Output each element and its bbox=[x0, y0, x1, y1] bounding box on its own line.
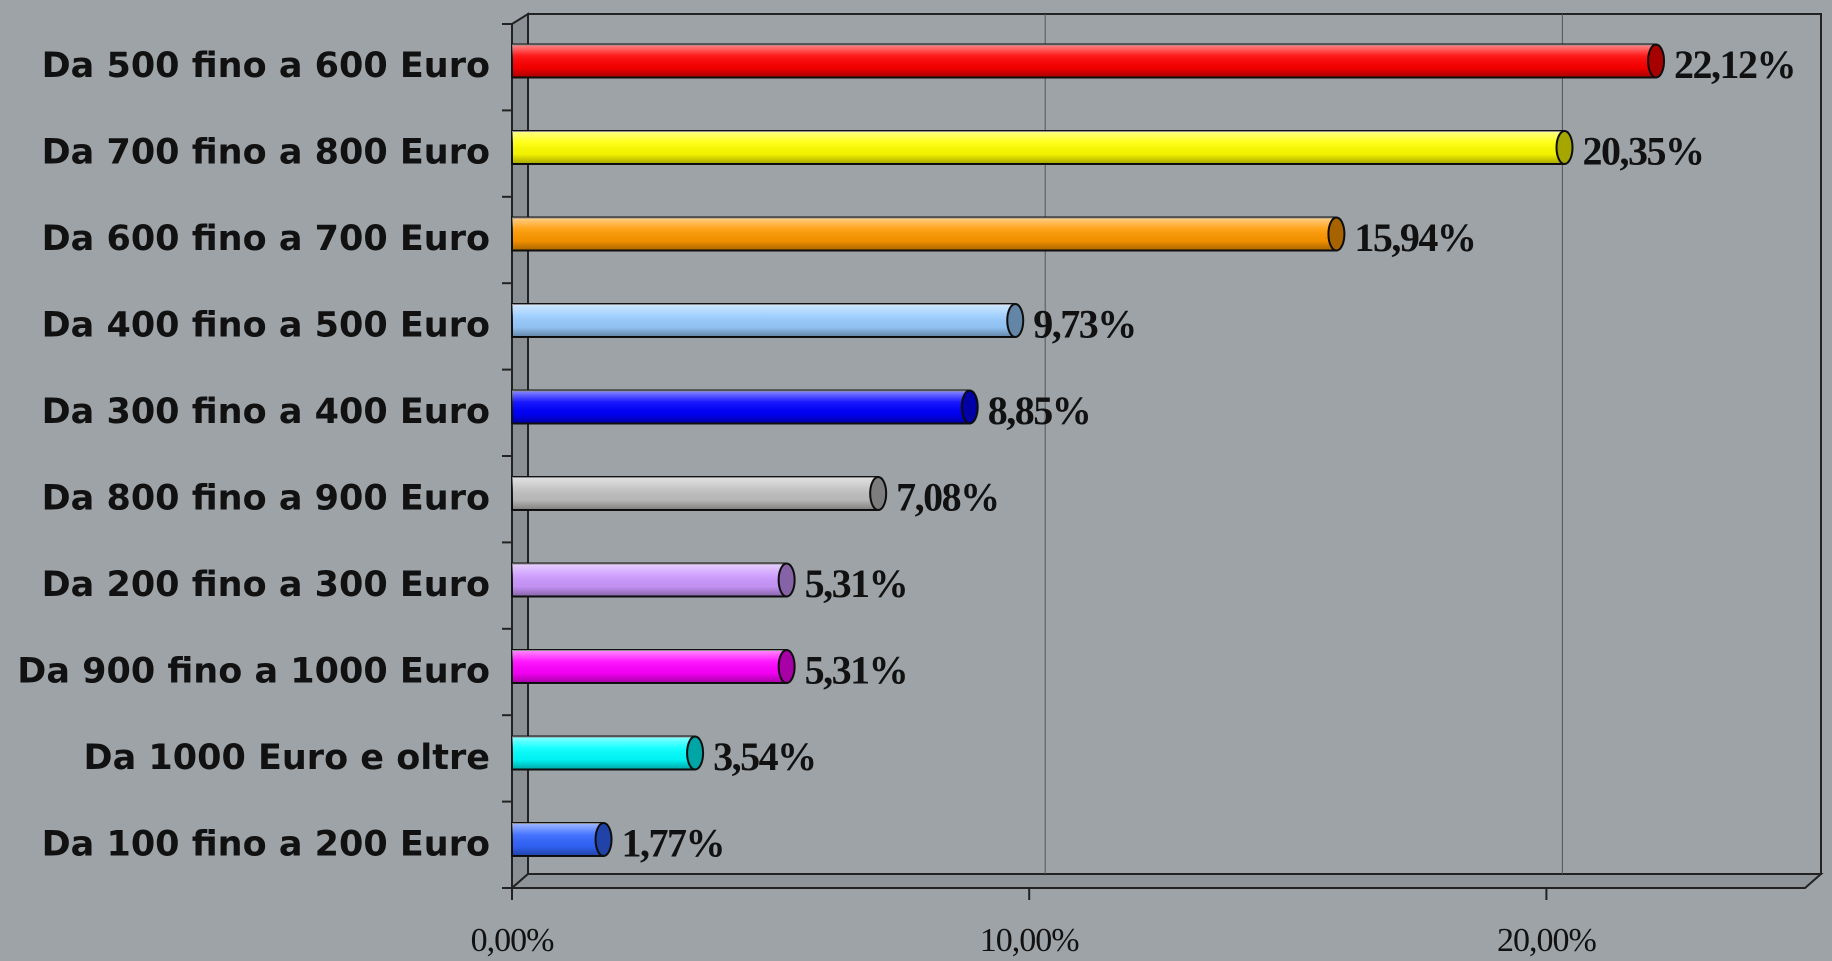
value-label: 15,94% bbox=[1354, 215, 1475, 260]
bar-shade bbox=[512, 736, 696, 770]
value-label: 9,73% bbox=[1033, 302, 1136, 347]
y-tick-label: Da 800 fino a 900 Euro bbox=[42, 479, 490, 519]
y-tick-label: Da 200 fino a 300 Euro bbox=[42, 565, 490, 605]
value-label: 20,35% bbox=[1583, 129, 1704, 174]
bar-cap bbox=[1006, 303, 1025, 338]
bar-shade bbox=[512, 390, 970, 424]
y-tick-label: Da 100 fino a 200 Euro bbox=[42, 825, 490, 865]
bar-cap bbox=[1647, 43, 1666, 79]
x-tick-label: 0,00% bbox=[471, 922, 555, 959]
value-label: 3,54% bbox=[713, 734, 816, 779]
y-tick-label: Da 300 fino a 400 Euro bbox=[42, 392, 490, 432]
bar-shade bbox=[512, 304, 1016, 337]
value-label: 5,31% bbox=[805, 561, 908, 606]
bar-shade bbox=[512, 563, 787, 597]
value-label: 1,77% bbox=[622, 821, 725, 866]
bar-shade bbox=[512, 477, 879, 510]
bar-cap bbox=[960, 389, 979, 425]
bar-cap-shade bbox=[1328, 217, 1345, 251]
y-tick-label: Da 500 fino a 600 Euro bbox=[42, 46, 490, 86]
bar-cap bbox=[594, 822, 613, 857]
bar-cap-shade bbox=[687, 736, 704, 770]
bar-cap bbox=[869, 476, 888, 511]
y-tick-label: Da 700 fino a 800 Euro bbox=[42, 133, 490, 173]
bar-shade bbox=[512, 823, 604, 856]
bar-cap-shade bbox=[1007, 304, 1024, 337]
y-tick-label: Da 600 fino a 700 Euro bbox=[42, 219, 490, 259]
value-label: 7,08% bbox=[896, 475, 999, 520]
bar-shade bbox=[512, 217, 1337, 251]
bar-shade bbox=[512, 650, 787, 683]
bar-cap bbox=[1327, 216, 1346, 252]
bar-cap-shade bbox=[1556, 131, 1573, 164]
bar-cap-shade bbox=[870, 477, 887, 510]
bar-cap bbox=[777, 562, 796, 598]
bar-shade bbox=[512, 44, 1657, 78]
bar-cap bbox=[686, 735, 705, 771]
y-tick-label: Da 400 fino a 500 Euro bbox=[42, 306, 490, 346]
bar-cap bbox=[777, 649, 796, 684]
bar-cap-shade bbox=[1648, 44, 1665, 78]
y-tick-label: Da 1000 Euro e oltre bbox=[84, 738, 490, 778]
bar-cap-shade bbox=[778, 650, 795, 683]
value-label: 5,31% bbox=[805, 648, 908, 693]
bar-cap-shade bbox=[961, 390, 978, 424]
y-tick-label: Da 900 fino a 1000 Euro bbox=[17, 652, 490, 692]
bar-cap bbox=[1555, 130, 1574, 165]
value-label: 22,12% bbox=[1674, 42, 1795, 87]
bar-cap-shade bbox=[778, 563, 795, 597]
x-tick-label: 10,00% bbox=[980, 922, 1080, 959]
value-label: 8,85% bbox=[988, 388, 1090, 433]
bar-shade bbox=[512, 131, 1565, 164]
bar-cap-shade bbox=[595, 823, 612, 856]
x-tick-label: 20,00% bbox=[1497, 922, 1597, 959]
floor bbox=[509, 873, 1824, 889]
